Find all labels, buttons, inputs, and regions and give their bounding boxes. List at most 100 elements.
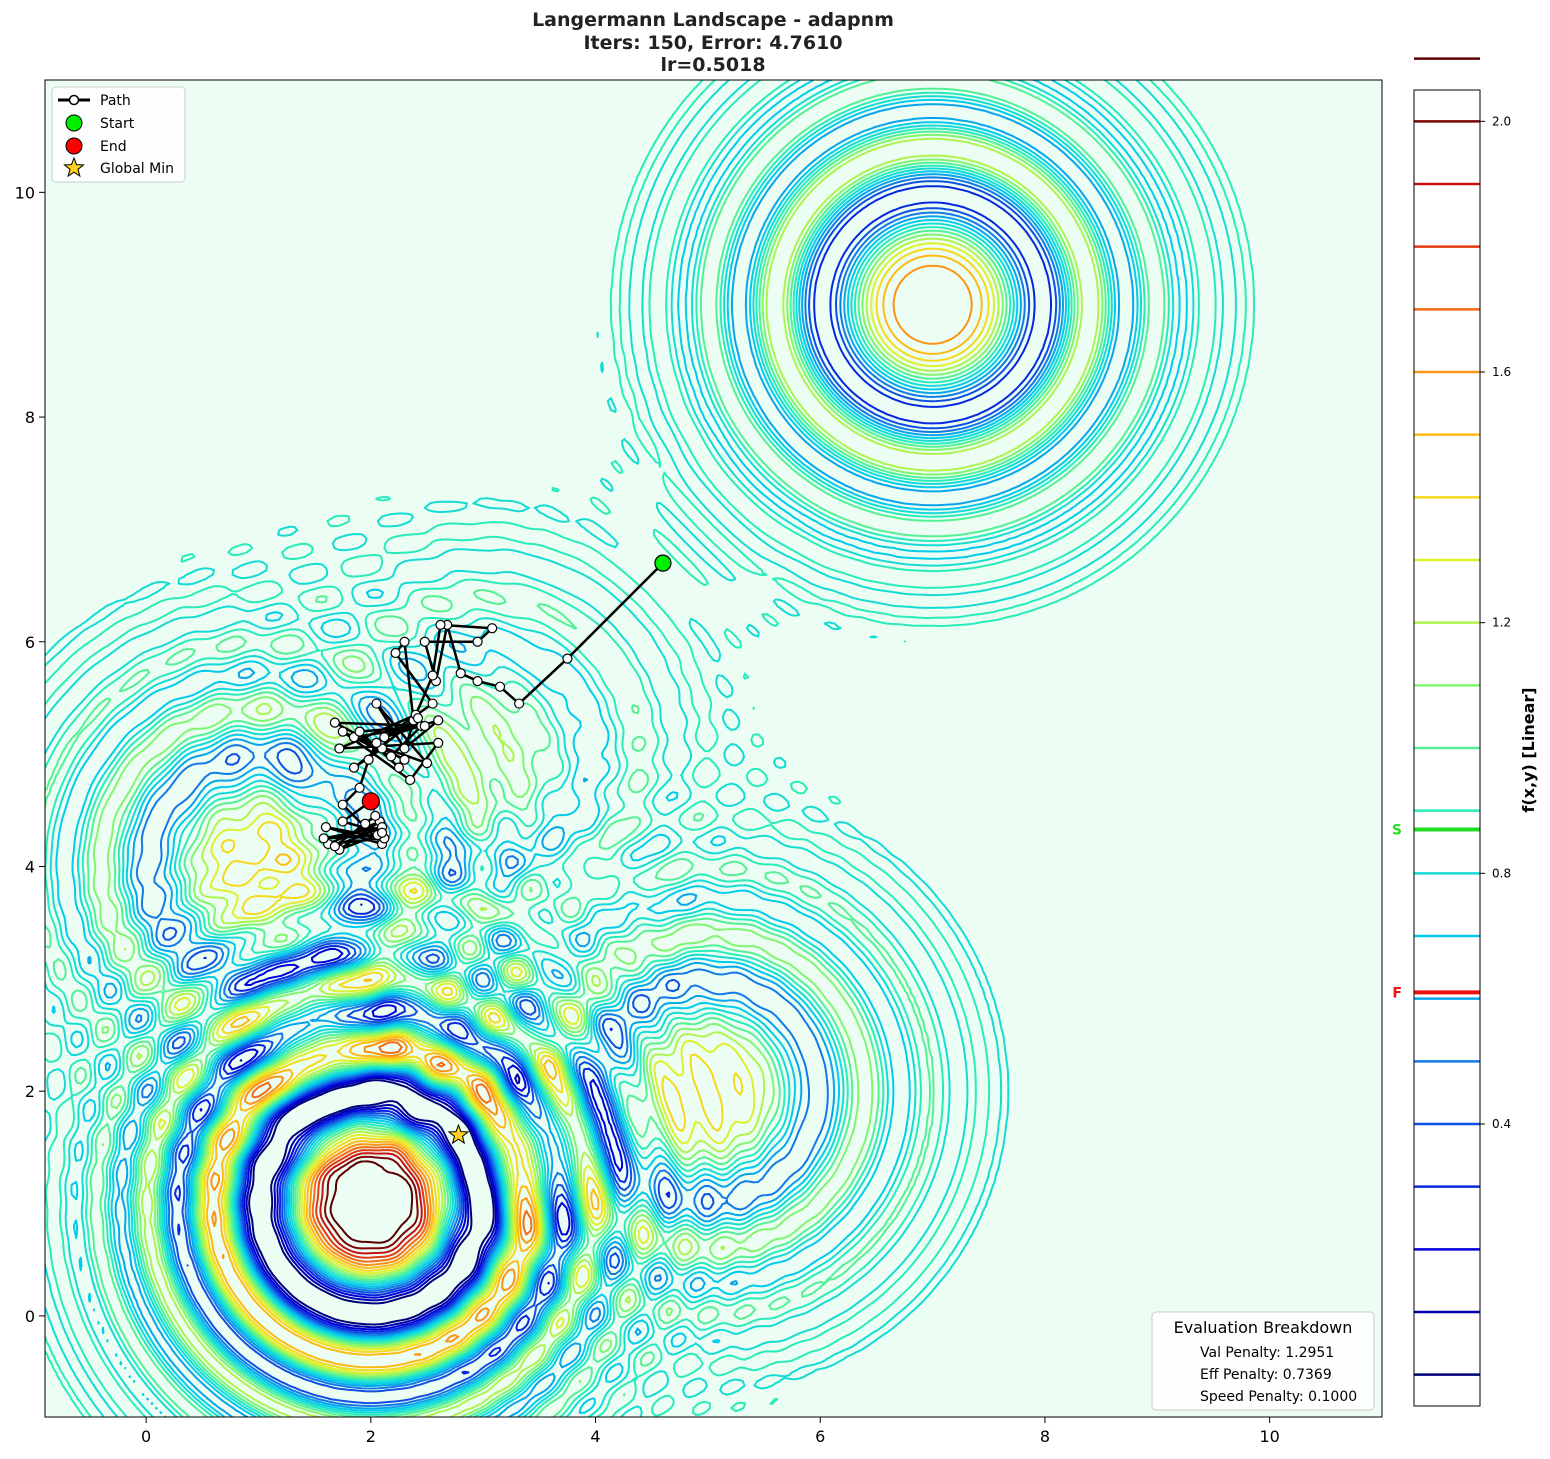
evaluation-eff-penalty: Eff Penalty: 0.7369 — [1200, 1367, 1332, 1383]
path-point — [348, 762, 360, 773]
path-point — [405, 774, 416, 786]
colorbar-tick-label: 0.8 — [1492, 866, 1511, 880]
legend: Path Start End Global Min — [51, 86, 186, 183]
path-point — [354, 726, 365, 737]
contour-level-13 — [158, 242, 995, 1374]
plot-frame — [44, 79, 1383, 1418]
y-tick-label: 2 — [25, 1082, 35, 1101]
path-point — [487, 623, 498, 634]
path-point — [329, 717, 340, 728]
colorbar: SF 0.40.81.21.62.0 f(x,y) [Linear] — [1392, 57, 1538, 1407]
legend-start-label: Start — [100, 116, 135, 132]
contour-level-4 — [162, 180, 1058, 1405]
path-point — [494, 681, 506, 692]
y-tick-label: 8 — [25, 408, 35, 427]
y-tick-label: 4 — [25, 857, 35, 876]
chart-title-line-2: Iters: 150, Error: 4.7610 — [583, 32, 842, 54]
path-point — [318, 833, 329, 844]
path-point — [363, 754, 374, 765]
contour-level-14 — [202, 247, 990, 1372]
path-point — [320, 822, 331, 833]
evaluation-val-penalty: Val Penalty: 1.2951 — [1200, 1345, 1334, 1361]
path-point — [393, 762, 405, 773]
path-point — [419, 636, 430, 647]
end-marker — [361, 792, 380, 811]
legend-global-min-star-icon — [63, 156, 85, 178]
colorbar-marker-label: S — [1392, 822, 1402, 838]
optimizer-path — [318, 554, 672, 1145]
colorbar-tick-label: 2.0 — [1492, 114, 1511, 128]
contour-level-5 — [134, 176, 1061, 1407]
path-point — [390, 647, 401, 659]
contour-level-0 — [248, 1079, 495, 1326]
evaluation-title: Evaluation Breakdown — [1174, 1318, 1353, 1337]
path-point — [370, 810, 381, 822]
contour-level-21 — [329, 1160, 414, 1244]
path-point — [337, 799, 348, 810]
y-tick-label: 6 — [25, 633, 35, 652]
path-point — [472, 675, 483, 687]
contour-level-17 — [251, 1041, 533, 1263]
path-point — [433, 737, 444, 748]
chart-title-line-1: Langermann Landscape - adapnm — [532, 9, 894, 31]
path-point — [455, 668, 466, 679]
path-point — [514, 698, 525, 709]
contour-level-8 — [45, 80, 1237, 1417]
path-point — [562, 653, 573, 664]
y-tick-label: 10 — [15, 183, 35, 202]
path-point — [427, 670, 438, 681]
plot-area — [44, 79, 1383, 1418]
path-point — [337, 816, 348, 827]
contour-level-11 — [92, 133, 1104, 1417]
evaluation-speed-penalty: Speed Penalty: 0.1000 — [1200, 1389, 1357, 1405]
evaluation-breakdown-box: Evaluation Breakdown Val Penalty: 1.2951… — [1151, 1311, 1375, 1411]
evaluation-box-frame — [1151, 1311, 1375, 1411]
path-point — [421, 758, 433, 769]
colorbar-label: f(x,y) [Linear] — [1519, 687, 1538, 812]
path-point — [399, 754, 410, 765]
contour-lines — [45, 80, 1255, 1417]
contour-level-19 — [319, 1152, 423, 1255]
x-tick-label: 4 — [590, 1427, 600, 1446]
y-axis-ticks: 0 2 4 6 8 10 — [15, 183, 45, 1326]
contour-level-15 — [205, 254, 983, 1369]
contour-level-12 — [123, 137, 1100, 1417]
path-point — [412, 713, 424, 724]
path-point — [427, 698, 438, 709]
x-tick-label: 0 — [141, 1427, 151, 1446]
path-point — [472, 636, 483, 647]
contour-level-16 — [210, 264, 973, 1356]
contour-level-10 — [45, 80, 1166, 1417]
path-point — [385, 751, 397, 762]
colorbar-frame — [1413, 89, 1481, 1407]
colorbar-ticks: 0.4 0.8 1.2 1.6 2.0 — [1480, 114, 1511, 1131]
x-tick-label: 10 — [1259, 1427, 1279, 1446]
contour-level-1 — [239, 1059, 521, 1329]
legend-start-marker — [65, 114, 83, 132]
path-point — [435, 619, 446, 631]
start-marker — [654, 554, 672, 572]
path-point — [379, 732, 390, 743]
legend-path-label: Path — [100, 93, 131, 109]
colorbar-markers: SF — [1392, 822, 1480, 1001]
contour-level-3 — [174, 185, 1052, 1375]
contour-level-9 — [45, 80, 1255, 1417]
legend-global-min-label: Global Min — [100, 161, 174, 177]
y-tick-label: 0 — [25, 1307, 35, 1326]
contour-level-2 — [199, 903, 624, 1331]
colorbar-tick-label: 1.2 — [1492, 616, 1511, 630]
legend-end-label: End — [100, 139, 127, 155]
legend-box — [51, 86, 186, 183]
x-axis-ticks: 0 2 4 6 8 10 — [141, 1417, 1280, 1446]
x-tick-label: 2 — [366, 1427, 376, 1446]
x-tick-label: 6 — [815, 1427, 825, 1446]
path-point — [360, 818, 371, 829]
path-point — [371, 737, 382, 748]
legend-end-marker — [65, 137, 83, 155]
path-point — [419, 720, 430, 732]
path-point — [354, 782, 365, 793]
path-point — [334, 743, 345, 754]
path-point — [399, 636, 410, 647]
contour-level-20 — [324, 1155, 419, 1250]
